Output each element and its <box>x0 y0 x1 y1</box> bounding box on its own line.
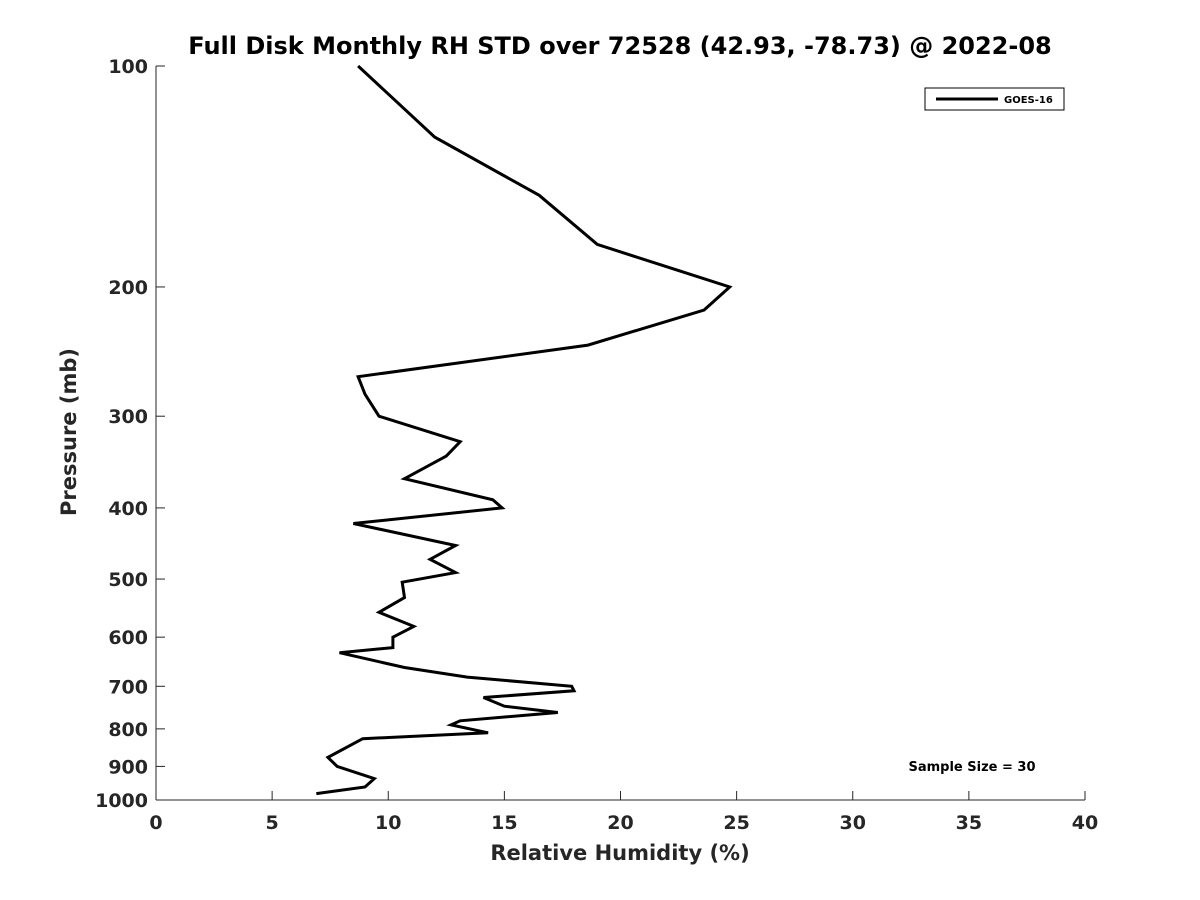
sample-size-annotation: Sample Size = 30 <box>908 760 1035 775</box>
y-tick-label: 200 <box>108 277 148 299</box>
legend-label-goes-16: GOES-16 <box>1004 95 1053 106</box>
x-tick-label: 20 <box>607 812 633 834</box>
y-tick-label: 600 <box>108 627 148 649</box>
y-tick-label: 400 <box>108 498 148 520</box>
legend: GOES-16 <box>924 87 1065 111</box>
x-tick-label: 25 <box>723 812 749 834</box>
x-tick-label: 15 <box>491 812 517 834</box>
chart-title: Full Disk Monthly RH STD over 72528 (42.… <box>188 32 1051 60</box>
y-tick-label: 700 <box>108 676 148 698</box>
y-tick-label: 500 <box>108 569 148 591</box>
x-tick-label: 0 <box>149 812 162 834</box>
x-tick-label: 35 <box>956 812 982 834</box>
x-tick-label: 30 <box>840 812 866 834</box>
series-layer <box>316 64 733 796</box>
y-tick-label: 1000 <box>95 790 148 812</box>
y-tick-label: 900 <box>108 756 148 778</box>
ticks: 0 5 10 15 20 25 30 35 40 100 200 300 400 500 600 700 800… <box>95 56 1098 834</box>
x-axis-label: Relative Humidity (%) <box>490 841 749 865</box>
y-tick-label: 800 <box>108 719 148 741</box>
x-tick-label: 5 <box>266 812 279 834</box>
series-line-goes-16 <box>316 64 733 796</box>
y-tick-label: 300 <box>108 406 148 428</box>
x-tick-label: 40 <box>1072 812 1098 834</box>
x-tick-label: 10 <box>375 812 401 834</box>
y-tick-label: 100 <box>108 56 148 78</box>
y-axis-label: Pressure (mb) <box>57 348 81 516</box>
